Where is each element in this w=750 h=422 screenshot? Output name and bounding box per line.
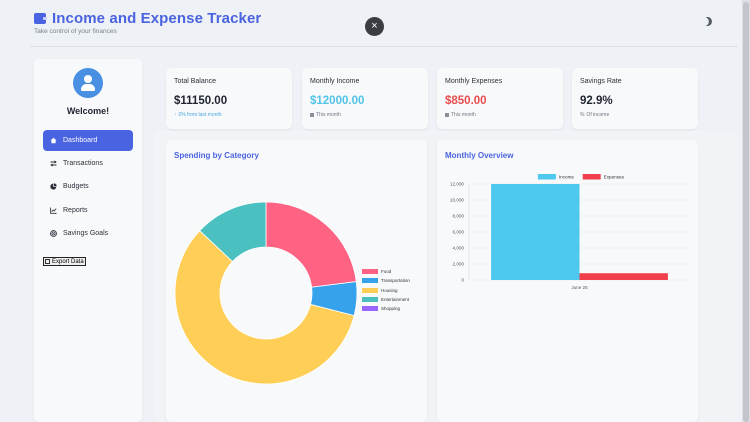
stat-label: Savings Rate bbox=[580, 78, 622, 85]
exchange-icon bbox=[50, 160, 57, 167]
user-icon bbox=[84, 75, 92, 83]
y-tick-label: 2,000 bbox=[453, 262, 465, 267]
legend-label-expenses[interactable]: Expenses bbox=[604, 174, 625, 179]
stat-value: $12000.00 bbox=[310, 95, 365, 107]
sidebar-item-label: Budgets bbox=[63, 183, 89, 190]
donut-slice-entertainment[interactable] bbox=[199, 201, 267, 263]
legend-item-transportation[interactable]: Transportation bbox=[362, 278, 410, 284]
legend-swatch bbox=[362, 269, 378, 274]
sidebar-item-label: Transactions bbox=[63, 160, 103, 167]
percent-icon: % bbox=[580, 112, 585, 118]
sidebar-item-label: Reports bbox=[63, 207, 88, 214]
spending-panel: Spending by Category Food Transportation H… bbox=[166, 140, 427, 422]
bar-expenses[interactable] bbox=[579, 273, 668, 280]
donut-slice-housing[interactable] bbox=[174, 230, 355, 385]
spending-donut-chart bbox=[174, 201, 358, 385]
panel-title: Monthly Overview bbox=[445, 151, 514, 160]
welcome-text: Welcome! bbox=[66, 106, 110, 116]
donut-slice-food[interactable] bbox=[265, 201, 357, 288]
legend-item-food[interactable]: Food bbox=[362, 269, 391, 274]
user-icon-body bbox=[81, 84, 95, 91]
legend-item-shopping[interactable]: Shopping bbox=[362, 306, 401, 312]
stat-value: $11150.00 bbox=[174, 95, 228, 107]
stat-note: % Of income bbox=[580, 112, 609, 118]
moon-icon[interactable] bbox=[702, 16, 714, 28]
legend-label: Food bbox=[381, 269, 392, 274]
stat-label: Monthly Income bbox=[310, 78, 360, 85]
legend-swatch bbox=[362, 296, 378, 302]
stat-value: $850.00 bbox=[445, 95, 487, 107]
legend-label: Transportation bbox=[381, 278, 410, 284]
sidebar-item-reports[interactable]: Reports bbox=[43, 200, 133, 221]
y-tick-label: 6,000 bbox=[453, 230, 465, 235]
y-tick-label: 8,000 bbox=[453, 214, 465, 219]
calendar-icon bbox=[445, 113, 449, 117]
export-data-button[interactable]: Export Data bbox=[43, 257, 86, 266]
pie-icon bbox=[50, 183, 57, 190]
sidebar-item-budgets[interactable]: Budgets bbox=[43, 176, 133, 197]
sidebar-item-transactions[interactable]: Transactions bbox=[43, 153, 133, 174]
stat-label: Monthly Expenses bbox=[445, 78, 503, 85]
scrollbar-thumb[interactable] bbox=[743, 2, 749, 422]
stat-card-monthly-expenses: Monthly Expenses $850.00 This month bbox=[437, 68, 563, 129]
panel-title: Spending by Category bbox=[174, 151, 259, 160]
x-tick-label: June 25 bbox=[571, 285, 588, 290]
header-divider bbox=[30, 46, 738, 47]
bar-income[interactable] bbox=[491, 184, 580, 280]
stat-note: This month bbox=[445, 112, 476, 118]
stat-card-total-balance: Total Balance $11150.00 ↑ 0% from last m… bbox=[166, 68, 292, 129]
legend-label: Housing bbox=[381, 287, 398, 293]
stat-label: Total Balance bbox=[174, 78, 217, 85]
close-button[interactable]: × bbox=[365, 17, 384, 36]
y-tick-label: 0 bbox=[461, 278, 464, 283]
legend-swatch bbox=[362, 287, 378, 293]
page-scrollbar[interactable] bbox=[742, 0, 750, 422]
stat-note-text: Of income bbox=[586, 112, 610, 118]
legend-item-housing[interactable]: Housing bbox=[362, 287, 398, 293]
sidebar-item-label: Savings Goals bbox=[63, 230, 109, 237]
stat-note-text: This month bbox=[451, 112, 476, 118]
line-chart-icon bbox=[50, 207, 57, 214]
sidebar-item-dashboard[interactable]: Dashboard bbox=[43, 130, 133, 151]
stat-note-text: This month bbox=[316, 112, 341, 118]
monthly-overview-bar-chart: 0 2,000 4,000 6,000 8,000 10,000 12,000 June 25… bbox=[450, 174, 690, 290]
stat-note: ↑ 0% from last month bbox=[174, 112, 222, 118]
title-row: Income and Expense Tracker bbox=[34, 10, 261, 27]
legend-swatch-income[interactable] bbox=[537, 174, 556, 180]
stat-card-savings-rate: Savings Rate 92.9% % Of income bbox=[572, 68, 698, 129]
sidebar-item-savings-goals[interactable]: Savings Goals bbox=[43, 223, 133, 244]
stat-card-monthly-income: Monthly Income $12000.00 This month bbox=[302, 68, 428, 129]
page-subtitle: Take control of your finances bbox=[34, 28, 117, 35]
stat-note-text: 0% from last month bbox=[178, 112, 222, 118]
y-tick-label: 10,000 bbox=[450, 198, 464, 203]
page-title: Income and Expense Tracker bbox=[52, 10, 262, 27]
legend-swatch bbox=[362, 278, 378, 284]
overview-panel: Monthly Overview 0 2,000 4,000 6,000 8,000 10… bbox=[437, 140, 698, 422]
export-label: Export Data bbox=[52, 258, 84, 265]
legend-label: Shopping bbox=[381, 306, 401, 312]
export-icon bbox=[45, 259, 50, 264]
legend-item-entertainment[interactable]: Entertainment bbox=[362, 296, 410, 302]
avatar bbox=[73, 68, 103, 98]
home-icon bbox=[50, 137, 57, 144]
y-tick-label: 4,000 bbox=[453, 246, 465, 251]
target-icon bbox=[50, 230, 57, 237]
y-tick-label: 12,000 bbox=[450, 182, 464, 187]
sidebar-item-label: Dashboard bbox=[63, 137, 98, 144]
legend-label: Entertainment bbox=[381, 296, 410, 302]
wallet-icon bbox=[34, 13, 47, 24]
calendar-icon bbox=[310, 113, 314, 117]
legend-swatch-expenses[interactable] bbox=[582, 174, 601, 180]
sidebar: Welcome! Dashboard Transactions Budgets … bbox=[34, 59, 142, 422]
arrow-up-icon: ↑ bbox=[174, 112, 177, 118]
stat-note: This month bbox=[310, 112, 341, 118]
legend-swatch bbox=[362, 306, 378, 312]
stat-value: 92.9% bbox=[580, 95, 613, 107]
app-header: Income and Expense Tracker Take control … bbox=[0, 0, 742, 46]
legend-label-income[interactable]: Income bbox=[559, 174, 575, 179]
